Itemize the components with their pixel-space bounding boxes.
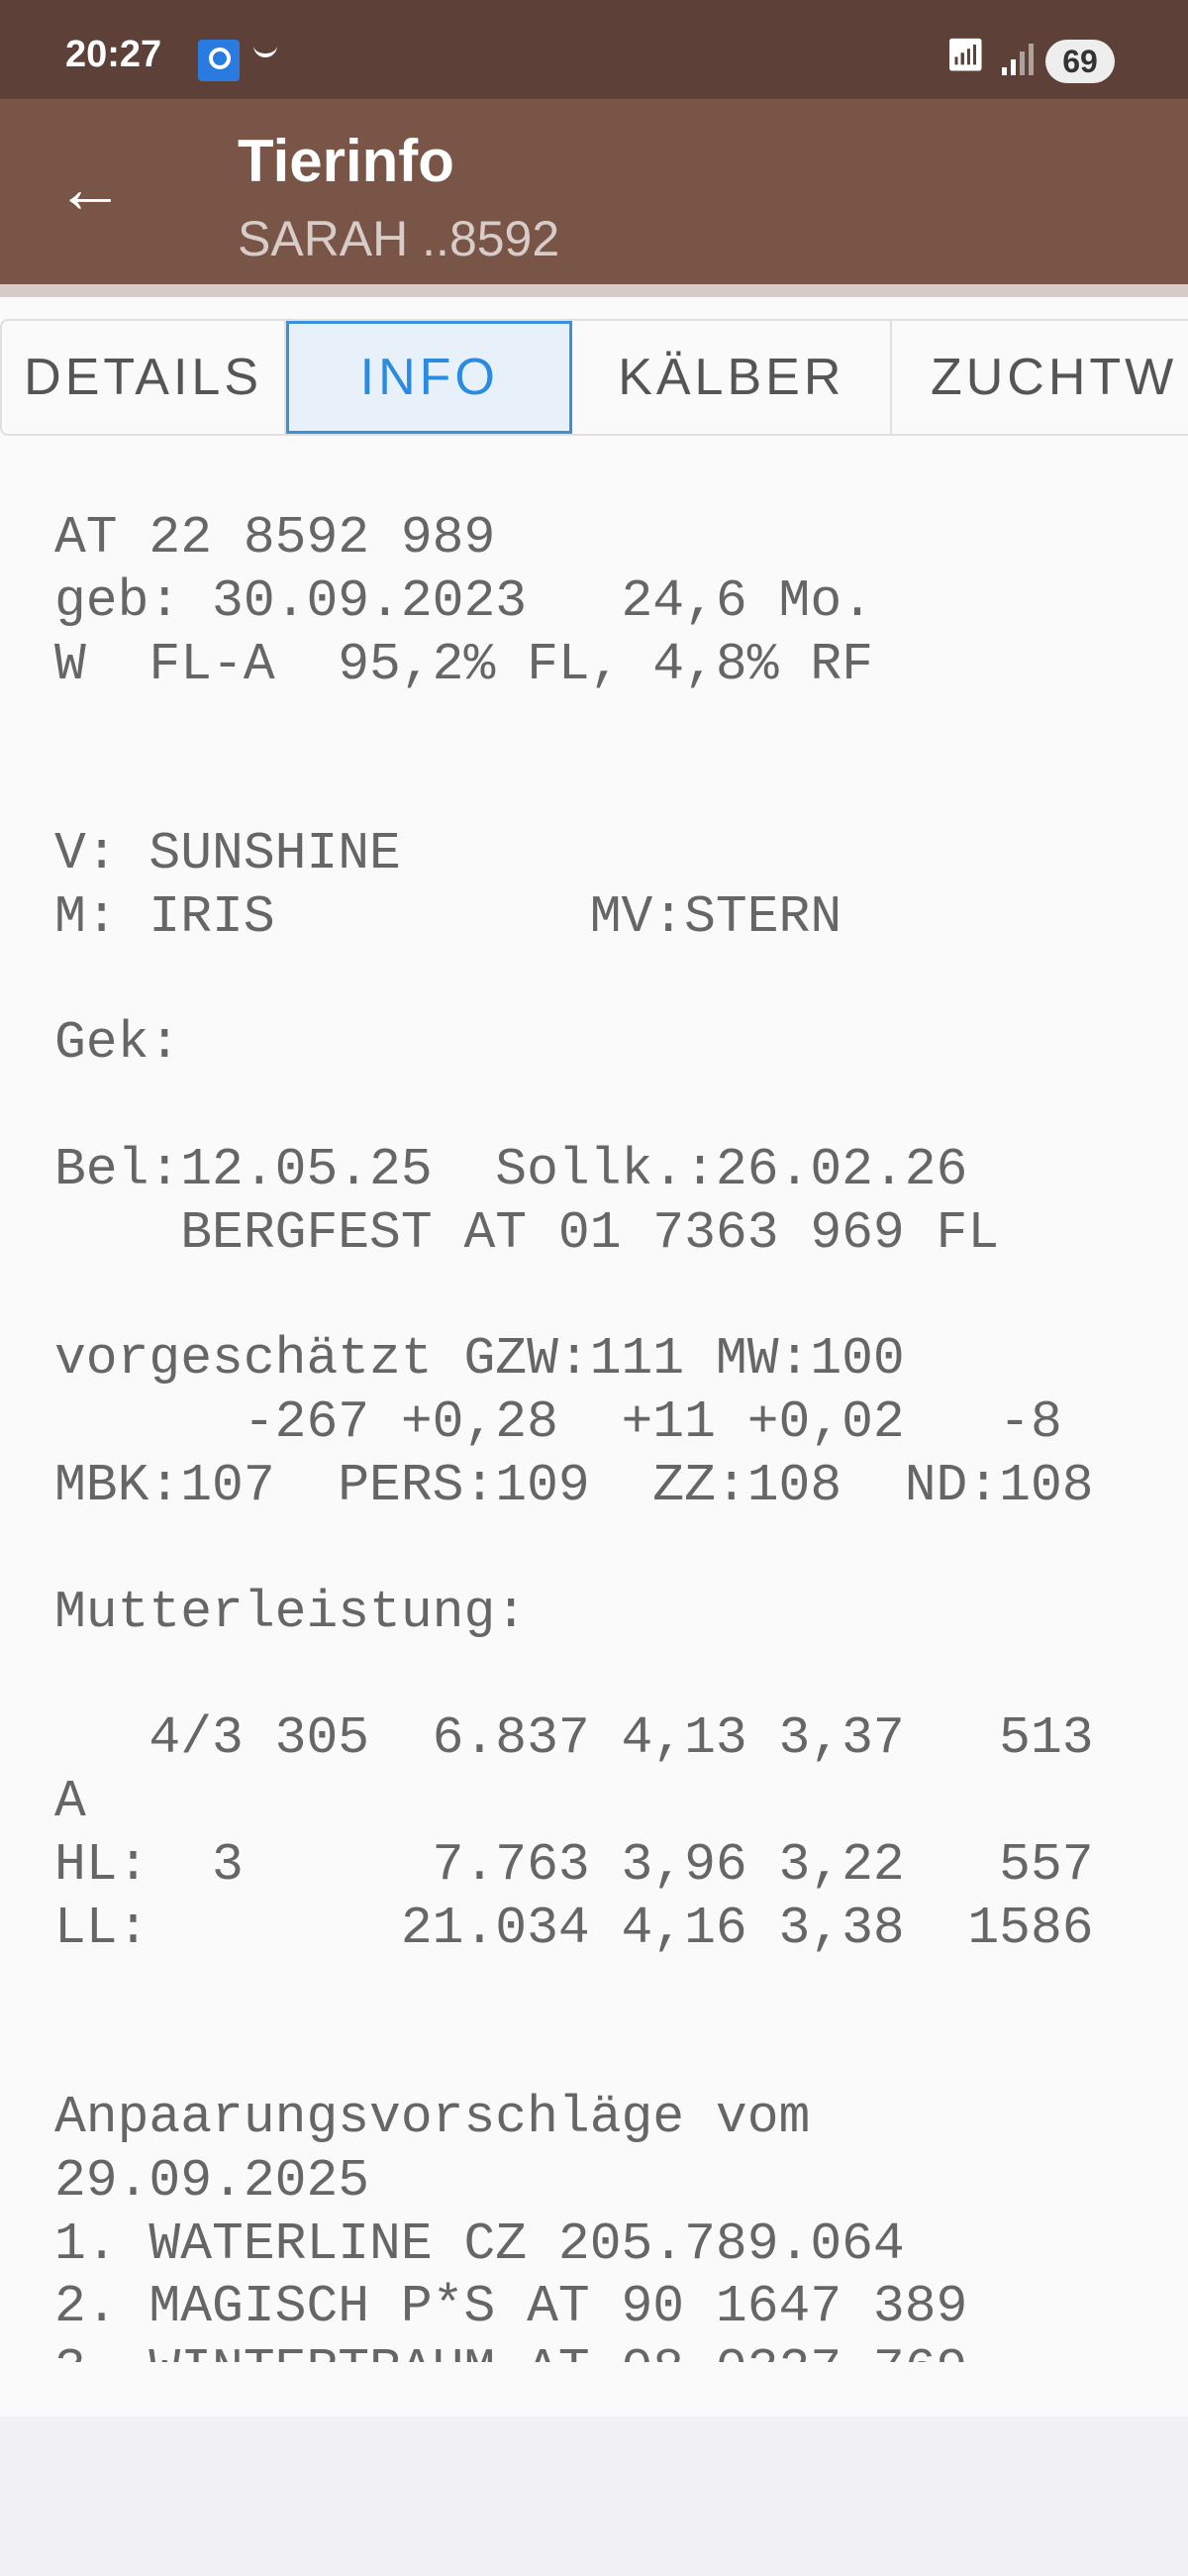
info-line: Bel:12.05.25 Sollk.:26.02.26 xyxy=(54,1139,968,1199)
info-line: 2. MAGISCH P*S AT 90 1647 389 xyxy=(54,2277,968,2337)
info-line: M: IRIS MV:STERN xyxy=(54,886,842,947)
nav-back-icon[interactable] xyxy=(0,2417,1188,2576)
info-line xyxy=(54,1076,1188,1139)
page-subtitle: SARAH ..8592 xyxy=(238,211,560,266)
tab-info[interactable]: INFO xyxy=(286,321,573,434)
info-line: Anpaarungsvorschläge vom xyxy=(54,2087,811,2147)
info-content[interactable]: AT 22 8592 989 geb: 30.09.2023 24,6 Mo. W … xyxy=(0,436,1188,2362)
tab-zuchtwert[interactable]: ZUCHTW xyxy=(930,349,1178,406)
info-line: vorgeschätzt GZW:111 MW:100 xyxy=(54,1329,905,1390)
app-notification-icon xyxy=(198,40,240,81)
divider xyxy=(0,284,1188,297)
info-line: 4/3 305 6.837 4,13 3,37 513 xyxy=(54,1708,1094,1769)
info-line xyxy=(54,1644,1188,1707)
tab-details[interactable]: DETAILS xyxy=(2,321,287,434)
info-line: 3. WINTERTRAUM AT 08 0327 769 xyxy=(54,2339,1188,2362)
info-line xyxy=(54,1266,1188,1329)
status-time: 20:27 xyxy=(65,34,162,75)
info-line xyxy=(54,1518,1188,1582)
info-text: AT 22 8592 989 geb: 30.09.2023 24,6 Mo. W … xyxy=(0,436,1188,2362)
info-line: HL: 3 7.763 3,96 3,22 557 xyxy=(54,1834,1094,1895)
status-bar: 20:27 📶︎ 69 xyxy=(0,0,1188,99)
signal-icon xyxy=(1002,44,1036,75)
info-line: MBK:107 PERS:109 ZZ:108 ND:108 xyxy=(54,1455,1094,1515)
info-line xyxy=(54,950,1188,1013)
info-line xyxy=(54,760,1188,823)
tab-kaelber[interactable]: KÄLBER xyxy=(572,321,893,434)
app-bar: ← Tierinfo SARAH ..8592 xyxy=(0,99,1188,284)
info-line xyxy=(54,1960,1188,2023)
info-line: Gek: xyxy=(54,1013,181,1074)
amazon-notification-icon xyxy=(253,44,277,57)
info-line: 1. WATERLINE CZ 205.789.064 xyxy=(54,2214,905,2274)
info-line xyxy=(54,696,1188,760)
back-arrow-icon[interactable]: ← xyxy=(55,150,125,227)
page-title: Tierinfo xyxy=(238,128,454,194)
info-line: 29.09.2025 xyxy=(54,2150,370,2211)
info-line: Mutterleistung: xyxy=(54,1582,528,1642)
info-line: W FL-A 95,2% FL, 4,8% RF xyxy=(54,634,873,694)
tab-bar: DETAILS INFO KÄLBER ZUCHTW xyxy=(0,319,1188,436)
wifi-icon: 📶︎ xyxy=(945,37,986,72)
info-line: geb: 30.09.2023 24,6 Mo. xyxy=(54,570,873,631)
info-line: BERGFEST AT 01 7363 969 FL xyxy=(54,1202,1000,1263)
info-line: AT 22 8592 989 xyxy=(54,508,496,567)
info-line: LL: 21.034 4,16 3,38 1586 xyxy=(54,1898,1094,1958)
info-line xyxy=(54,2023,1188,2087)
info-line: A xyxy=(54,1771,86,1831)
info-line: V: SUNSHINE xyxy=(54,823,401,883)
battery-indicator: 69 xyxy=(1045,40,1115,83)
info-line: -267 +0,28 +11 +0,02 -8 xyxy=(54,1392,1062,1453)
